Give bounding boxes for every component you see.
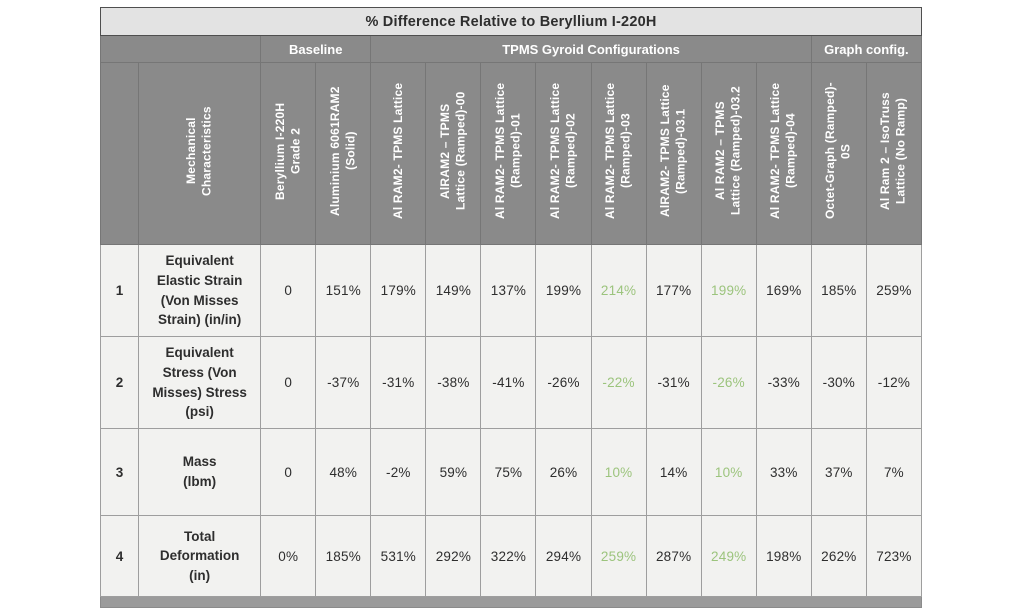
value-cell: -30% xyxy=(810,336,867,429)
value-cell: 7% xyxy=(865,428,923,516)
value-cell: 292% xyxy=(425,515,482,597)
value-cell: 14% xyxy=(645,428,702,516)
value-cell: -12% xyxy=(865,336,923,429)
row-number: 1 xyxy=(99,244,140,337)
row-number: 2 xyxy=(99,336,140,429)
row-label: Mass (lbm) xyxy=(138,428,262,516)
group-header-baseline: Baseline xyxy=(260,35,372,63)
row-number: 4 xyxy=(99,515,140,597)
column-header-label: Al RAM2- TPMS Lattice xyxy=(390,82,405,220)
value-cell: 259% xyxy=(865,244,923,337)
column-header-label: Al RAM2- TPMS Lattice (Ramped)-01 xyxy=(492,82,523,220)
column-header-label: Al RAM2- TPMS Lattice (Ramped)-03 xyxy=(602,82,633,220)
column-header-label: Octet-Graph (Ramped)- 0S xyxy=(823,82,853,220)
table-row: 1 Equivalent Elastic Strain (Von Misses S… xyxy=(99,244,923,337)
value-cell: 137% xyxy=(480,244,537,337)
table-row: 3 Mass (lbm) 0 48% -2% 59% 75% 26% 10% 14% 10% 33% 3… xyxy=(99,428,923,516)
row-label: Equivalent Elastic Strain (Von Misses St… xyxy=(138,244,262,337)
value-cell: 287% xyxy=(645,515,702,597)
value-cell: 0 xyxy=(260,336,317,429)
row-number: 3 xyxy=(99,428,140,516)
column-header-label: Aluminium 6061RAM2 (Solid) xyxy=(327,86,358,216)
value-cell: 179% xyxy=(370,244,427,337)
value-cell: 10% xyxy=(700,428,757,516)
column-header-11: Al Ram 2 – IsoTruss Lattice (No Ramp) xyxy=(865,62,923,245)
column-header-row: Mechanical Characteristics Beryllium I-2… xyxy=(99,62,923,245)
column-header-label: Al RAM2- TPMS Lattice (Ramped)-04 xyxy=(768,82,798,220)
value-cell: -26% xyxy=(535,336,592,429)
value-cell: 249% xyxy=(700,515,757,597)
column-header-4: Al RAM2- TPMS Lattice (Ramped)-01 xyxy=(480,62,537,245)
column-header-0: Beryllium I-220H Grade 2 xyxy=(260,62,317,245)
value-cell: 59% xyxy=(425,428,482,516)
value-cell: 185% xyxy=(810,244,867,337)
column-header-3: AlRAM2 – TPMS Lattice (Ramped)-00 xyxy=(425,62,482,245)
value-cell: -22% xyxy=(590,336,647,429)
group-header-empty xyxy=(99,35,262,63)
table-title: % Difference Relative to Beryllium I-220… xyxy=(100,7,922,36)
value-cell: 185% xyxy=(315,515,372,597)
value-cell: -2% xyxy=(370,428,427,516)
column-header-mechanical-characteristics: Mechanical Characteristics xyxy=(138,62,262,245)
value-cell: -41% xyxy=(480,336,537,429)
value-cell: 723% xyxy=(865,515,923,597)
column-header-10: Octet-Graph (Ramped)- 0S xyxy=(810,62,867,245)
column-header-label: AlRAM2- TPMS Lattice (Ramped)-03.1 xyxy=(658,84,688,218)
value-cell: 199% xyxy=(700,244,757,337)
value-cell: -38% xyxy=(425,336,482,429)
value-cell: 48% xyxy=(315,428,372,516)
table-row: 2 Equivalent Stress (Von Misses) Stress (… xyxy=(99,336,923,429)
value-cell: 151% xyxy=(315,244,372,337)
column-header-label: Al RAM2- TPMS Lattice (Ramped)-02 xyxy=(547,82,578,220)
title-row: % Difference Relative to Beryllium I-220… xyxy=(100,7,922,36)
column-header-6: Al RAM2- TPMS Lattice (Ramped)-03 xyxy=(590,62,647,245)
value-cell: 10% xyxy=(590,428,647,516)
value-cell: 26% xyxy=(535,428,592,516)
value-cell: 214% xyxy=(590,244,647,337)
value-cell: 0% xyxy=(260,515,317,597)
column-header-8: Al RAM2 – TPMS Lattice (Ramped)-03.2 xyxy=(700,62,757,245)
value-cell: 294% xyxy=(535,515,592,597)
table-body: 1 Equivalent Elastic Strain (Von Misses S… xyxy=(99,244,923,597)
row-label: Total Deformation (in) xyxy=(138,515,262,597)
value-cell: 259% xyxy=(590,515,647,597)
value-cell: -37% xyxy=(315,336,372,429)
column-header-9: Al RAM2- TPMS Lattice (Ramped)-04 xyxy=(755,62,812,245)
value-cell: -31% xyxy=(645,336,702,429)
column-header-label: AlRAM2 – TPMS Lattice (Ramped)-00 xyxy=(437,91,468,211)
column-header-label: Beryllium I-220H Grade 2 xyxy=(272,102,303,200)
value-cell: 37% xyxy=(810,428,867,516)
value-cell: 262% xyxy=(810,515,867,597)
column-header-label: Al RAM2 – TPMS Lattice (Ramped)-03.2 xyxy=(713,86,743,216)
corner-cell xyxy=(99,62,140,245)
value-cell: 199% xyxy=(535,244,592,337)
row-label: Equivalent Stress (Von Misses) Stress (p… xyxy=(138,336,262,429)
value-cell: -33% xyxy=(755,336,812,429)
value-cell: 177% xyxy=(645,244,702,337)
value-cell: 0 xyxy=(260,244,317,337)
value-cell: 33% xyxy=(755,428,812,516)
value-cell: 322% xyxy=(480,515,537,597)
value-cell: 0 xyxy=(260,428,317,516)
table-row: 4 Total Deformation (in) 0% 185% 531% 292% 322… xyxy=(99,515,923,597)
comparison-table: % Difference Relative to Beryllium I-220… xyxy=(99,7,923,597)
value-cell: -26% xyxy=(700,336,757,429)
value-cell: 149% xyxy=(425,244,482,337)
comparison-table-container: % Difference Relative to Beryllium I-220… xyxy=(99,7,923,608)
column-header-label: Al Ram 2 – IsoTruss Lattice (No Ramp) xyxy=(878,92,908,210)
value-cell: 198% xyxy=(755,515,812,597)
value-cell: 531% xyxy=(370,515,427,597)
column-header-2: Al RAM2- TPMS Lattice xyxy=(370,62,427,245)
group-header-tpms-gyroid: TPMS Gyroid Configurations xyxy=(370,35,812,63)
value-cell: -31% xyxy=(370,336,427,429)
value-cell: 75% xyxy=(480,428,537,516)
table-bottom-bar xyxy=(100,597,922,608)
column-header-label: Mechanical Characteristics xyxy=(184,106,214,196)
column-header-1: Aluminium 6061RAM2 (Solid) xyxy=(315,62,372,245)
value-cell: 169% xyxy=(755,244,812,337)
column-header-7: AlRAM2- TPMS Lattice (Ramped)-03.1 xyxy=(645,62,702,245)
group-header-row: Baseline TPMS Gyroid Configurations Grap… xyxy=(99,35,923,63)
group-header-graph-config: Graph config. xyxy=(810,35,923,63)
column-header-5: Al RAM2- TPMS Lattice (Ramped)-02 xyxy=(535,62,592,245)
